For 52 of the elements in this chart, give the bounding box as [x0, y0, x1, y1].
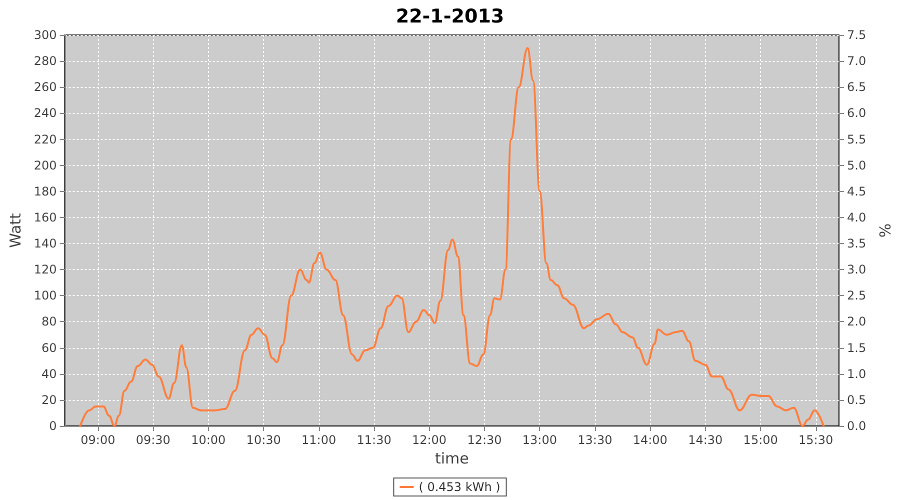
- y-tick-label: 300: [34, 28, 57, 42]
- x-tick-label: 09:30: [136, 433, 170, 447]
- y2-tick-label: 3.5: [847, 236, 866, 251]
- y2-tick-label: 5.0: [847, 158, 866, 172]
- x-tick-label: 13:30: [578, 433, 612, 447]
- y-tick-label: 260: [34, 80, 57, 94]
- y2-tick-label: 4.5: [847, 184, 866, 198]
- y-tick-label: 200: [34, 158, 57, 172]
- x-tick-label: 12:00: [412, 433, 447, 447]
- y2-tick-label: 6.5: [847, 80, 866, 94]
- y2-tick-label: 4.0: [847, 210, 866, 224]
- x-tick-label: 09:00: [80, 433, 116, 447]
- y-tick-label: 220: [34, 132, 57, 146]
- y2-tick-label: 6.0: [847, 106, 866, 120]
- y2-tick-label: 2.0: [847, 314, 866, 329]
- y-tick-label: 240: [34, 106, 57, 120]
- chart-title: 22-1-2013: [396, 6, 504, 28]
- y-tick-label: 0: [49, 419, 57, 433]
- y2-tick-label: 7.0: [847, 54, 866, 68]
- line-series: [79, 47, 825, 427]
- y-tick-label: 20: [42, 392, 57, 407]
- y2-tick-label: 1.0: [847, 366, 866, 381]
- x-tick-label: 11:00: [302, 433, 336, 447]
- y-tick-label: 180: [34, 184, 57, 198]
- x-tick-label: 13:00: [522, 433, 558, 447]
- x-tick-label: 10:00: [191, 433, 226, 447]
- x-tick-label: 10:30: [246, 433, 281, 447]
- y-tick-label: 60: [42, 340, 57, 355]
- y2-tick-label: 1.5: [847, 340, 866, 355]
- y2-tick-label: 3.0: [847, 262, 866, 277]
- x-axis-title: time: [434, 449, 469, 468]
- x-tick-label: 15:00: [743, 433, 778, 447]
- y-tick-label: 40: [42, 366, 57, 381]
- y-tick-label: 160: [34, 210, 57, 224]
- y2-axis-title: %: [876, 223, 894, 238]
- y-tick-label: 280: [34, 54, 57, 68]
- y-tick-label: 100: [34, 288, 57, 303]
- x-tick-label: 15:30: [798, 433, 834, 447]
- x-tick-label: 11:30: [356, 433, 392, 447]
- y2-tick-label: 5.5: [847, 132, 866, 146]
- y2-tick-label: 0.0: [847, 419, 866, 433]
- y-tick-label: 140: [34, 236, 57, 251]
- y-tick-label: 120: [34, 262, 57, 277]
- y-tick-label: 80: [42, 314, 57, 329]
- y2-tick-label: 2.5: [847, 288, 866, 303]
- legend-label: ( 0.453 kWh ): [418, 480, 500, 494]
- y2-tick-label: 0.5: [847, 392, 866, 407]
- x-tick-label: 14:00: [632, 433, 668, 447]
- x-tick-label: 14:30: [688, 433, 723, 447]
- y2-tick-label: 7.5: [847, 28, 866, 42]
- x-tick-label: 12:30: [467, 433, 502, 447]
- y-axis-title: Watt: [6, 212, 24, 248]
